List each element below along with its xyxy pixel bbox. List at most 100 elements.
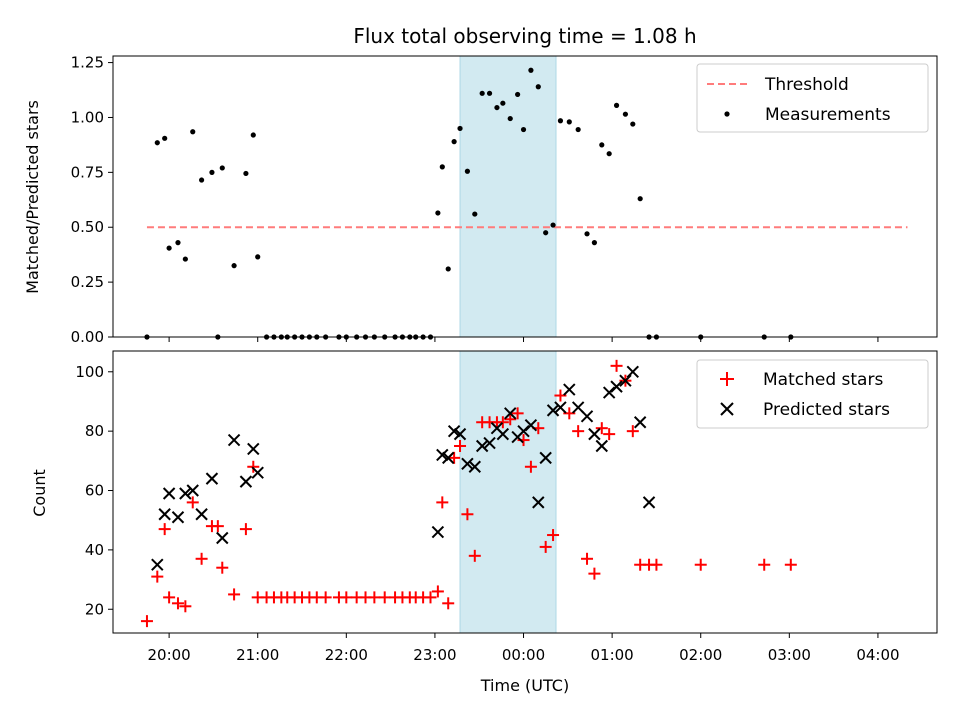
predicted-point-b [483,436,496,450]
matched-point [140,615,153,628]
predicted-points [151,365,656,571]
predicted-point [436,448,449,462]
measurements-legend-swatch [724,111,730,117]
predicted-point [162,487,176,500]
predicted-point [431,525,445,539]
measurement-point [606,151,612,157]
matched-point [442,597,455,610]
predicted-point [186,484,199,497]
predicted-point-b [490,421,504,435]
matched-legend-label: Matched stars [763,370,883,390]
predicted-point-b [626,365,640,378]
predicted-point-b [504,407,517,420]
measurement-point [199,177,205,183]
predicted-point-b [633,416,647,429]
measurement-point [255,254,261,260]
matched-point [626,425,639,438]
predicted-point [468,460,481,473]
measurement-point [622,111,629,117]
bottom-legend-box [696,359,929,429]
top-y-tick-label: 0.25 [71,273,104,291]
bottom-axes-frame [112,350,938,634]
predicted-point [619,374,632,387]
matched-point [454,439,467,452]
chart-title: Flux total observing time = 1.08 h [353,24,696,48]
predicted-point-b [205,472,219,485]
measurement-point [550,222,556,228]
measurement-point [507,115,513,122]
predicted-point [239,475,253,488]
predicted-point-b [619,374,632,387]
matched-point [247,460,260,473]
predicted-point [563,383,576,396]
predicted-point [524,419,538,432]
matched-point [588,567,601,580]
predicted-legend-swatch [720,402,734,416]
predicted-point [247,442,260,456]
bottom-x-tick-label: 21:00 [236,646,279,664]
x-axis-label: Time (UTC) [480,676,569,695]
top-legend-box [696,63,929,133]
predicted-point-b [186,484,199,497]
measurement-point [162,135,168,141]
measurement-point [243,170,249,177]
measurement-point [630,121,636,127]
predicted-point [517,424,530,438]
bottom-x-tick-label: 23:00 [413,646,456,664]
measurement-point [599,142,605,148]
predicted-point-b [517,424,530,438]
predicted-point-b [539,451,552,465]
predicted-point-b [610,380,623,393]
matched-point [319,591,332,604]
predicted-legend-label: Predicted stars [763,400,890,420]
bottom-panel: 20 40 60 80 100 20:00 21:00 22:00 23:00 00:00 01:… [30,350,938,695]
bottom-y-tick-label: 20 [85,600,104,618]
measurement-point [557,118,564,124]
matched-point [504,413,517,426]
predicted-point-b [532,496,545,509]
measurement-point [566,119,572,125]
measurement-point [543,230,549,236]
predicted-point-b [563,383,576,396]
matched-point [448,451,461,464]
predicted-point [496,427,510,441]
matched-point [496,416,509,429]
predicted-point [227,433,241,447]
predicted-point [442,451,455,465]
measurement-point [515,91,521,98]
predicted-point-b [580,410,594,423]
predicted-point-b [546,404,560,417]
bottom-x-tick-label: 00:00 [502,646,545,664]
measurement-point [535,84,541,90]
matched-point [603,428,616,441]
bottom-highlight-layer [459,350,557,634]
predicted-point [453,427,467,441]
measurement-point [231,263,237,269]
predicted-point [642,496,656,509]
bottom-x-tick-label: 20:00 [147,646,190,664]
top-y-ticks: 0.00 0.25 0.50 0.75 1.00 1.25 [71,54,113,346]
top-y-axis-label: Matched/Predicted stars [23,100,42,294]
predicted-point-b [431,525,445,539]
top-y-tick-label: 0.00 [71,328,104,346]
bottom-x-ticks: 20:00 21:00 22:00 23:00 00:00 01:00 02:00 03:00… [147,633,900,664]
measurement-point [613,102,620,108]
top-x-ticks [168,337,879,342]
predicted-point-b [179,487,192,500]
predicted-point-b [461,457,474,471]
predicted-point-b [247,442,260,456]
predicted-point [171,511,185,524]
predicted-point [633,416,647,429]
matched-point [595,422,608,435]
threshold-legend-label: Threshold [764,75,849,95]
matched-point [539,540,552,553]
matched-point [228,588,241,601]
matched-point [239,523,252,536]
bottom-y-tick-label: 40 [85,541,104,559]
matched-point [211,520,224,533]
measurement-point [584,231,590,237]
measurements-legend-label: Measurements [765,105,891,125]
top-panel: 0.00 0.25 0.50 0.75 1.00 1.25 Matched/Predict… [23,54,938,346]
measurement-point [472,211,478,217]
